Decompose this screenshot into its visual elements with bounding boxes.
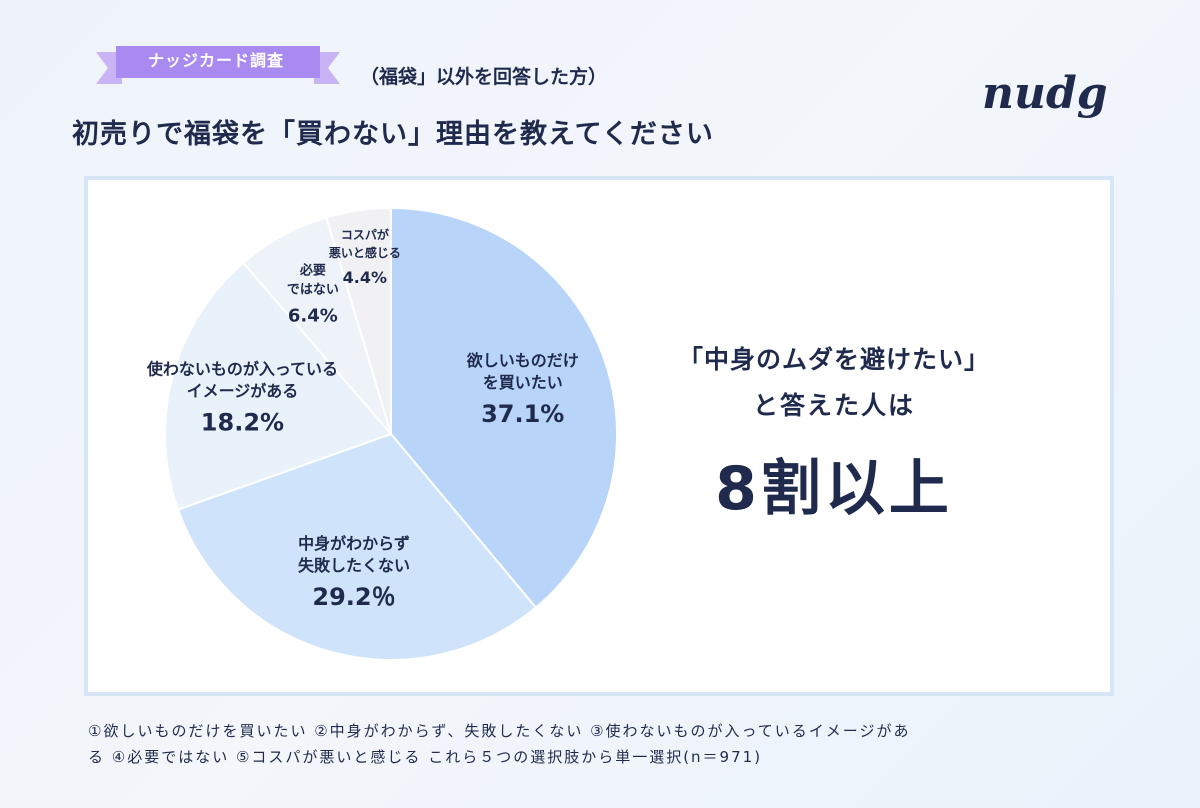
callout-highlight: 8割以上 <box>715 454 953 524</box>
slice-4-value-label: 6.4% <box>288 305 338 326</box>
chart-panel: 欲しいものだけ を買いたい 37.1% 中身がわからず 失敗したくない 29.2％ 使わない… <box>84 176 1114 696</box>
logo-text: nudge <box>982 68 1108 119</box>
callout: 「中身のムダを避けたい」 と答えた人は 8割以上 <box>644 340 1024 527</box>
slice-5-value-label: 4.4% <box>343 268 387 287</box>
slice-3-label-line-2: イメージがある <box>187 382 299 401</box>
slice-1-value-label: 37.1% <box>481 400 564 428</box>
pie-slice-5 <box>325 206 392 435</box>
pie-slice-3 <box>164 261 393 511</box>
slice-5-label-line-2: 悪いと感じる <box>329 245 401 260</box>
slice-2-label-line-2: 失敗したくない <box>298 556 410 575</box>
survey-badge-ribbon <box>96 46 340 84</box>
slice-3-label-line-1: 使わないものが入っている <box>146 360 338 379</box>
survey-badge-label: ナッジカード調査 <box>147 51 284 70</box>
slice-1-label-line-1: 欲しいものだけ <box>466 351 579 370</box>
callout-line-1: 「中身のムダを避けたい」 <box>677 345 990 374</box>
slice-2-label-line-1: 中身がわからず <box>298 534 410 553</box>
callout-line-2: と答えた人は <box>752 391 915 420</box>
nudge-logo: nudge <box>982 68 1108 119</box>
slice-4-label-line-2: ではない <box>287 282 339 297</box>
footnote-line-2: る ④必要ではない ⑤コスパが悪いと感じる これら５つの選択肢から単一選択(n＝… <box>88 748 763 766</box>
footnote: ①欲しいものだけを買いたい ②中身がわからず、失敗したくない ③使わないものが入… <box>88 718 1118 770</box>
chart-title: 初売りで福袋を「買わない」理由を教えてください <box>72 119 714 150</box>
slice-3-value-label: 18.2% <box>201 409 284 437</box>
slice-5-label-line-1: コスパが <box>341 227 389 242</box>
slice-4-label-line-1: 必要 <box>299 262 326 278</box>
pie-slice-1 <box>390 206 618 609</box>
chart-subtitle: （福袋」以外を回答した方） <box>360 66 608 88</box>
slice-2-value-label: 29.2％ <box>312 583 395 611</box>
footnote-line-1: ①欲しいものだけを買いたい ②中身がわからず、失敗したくない ③使わないものが入… <box>88 722 911 740</box>
pie-slice-2 <box>176 432 538 661</box>
slice-1-label-line-2: を買いたい <box>483 373 563 392</box>
